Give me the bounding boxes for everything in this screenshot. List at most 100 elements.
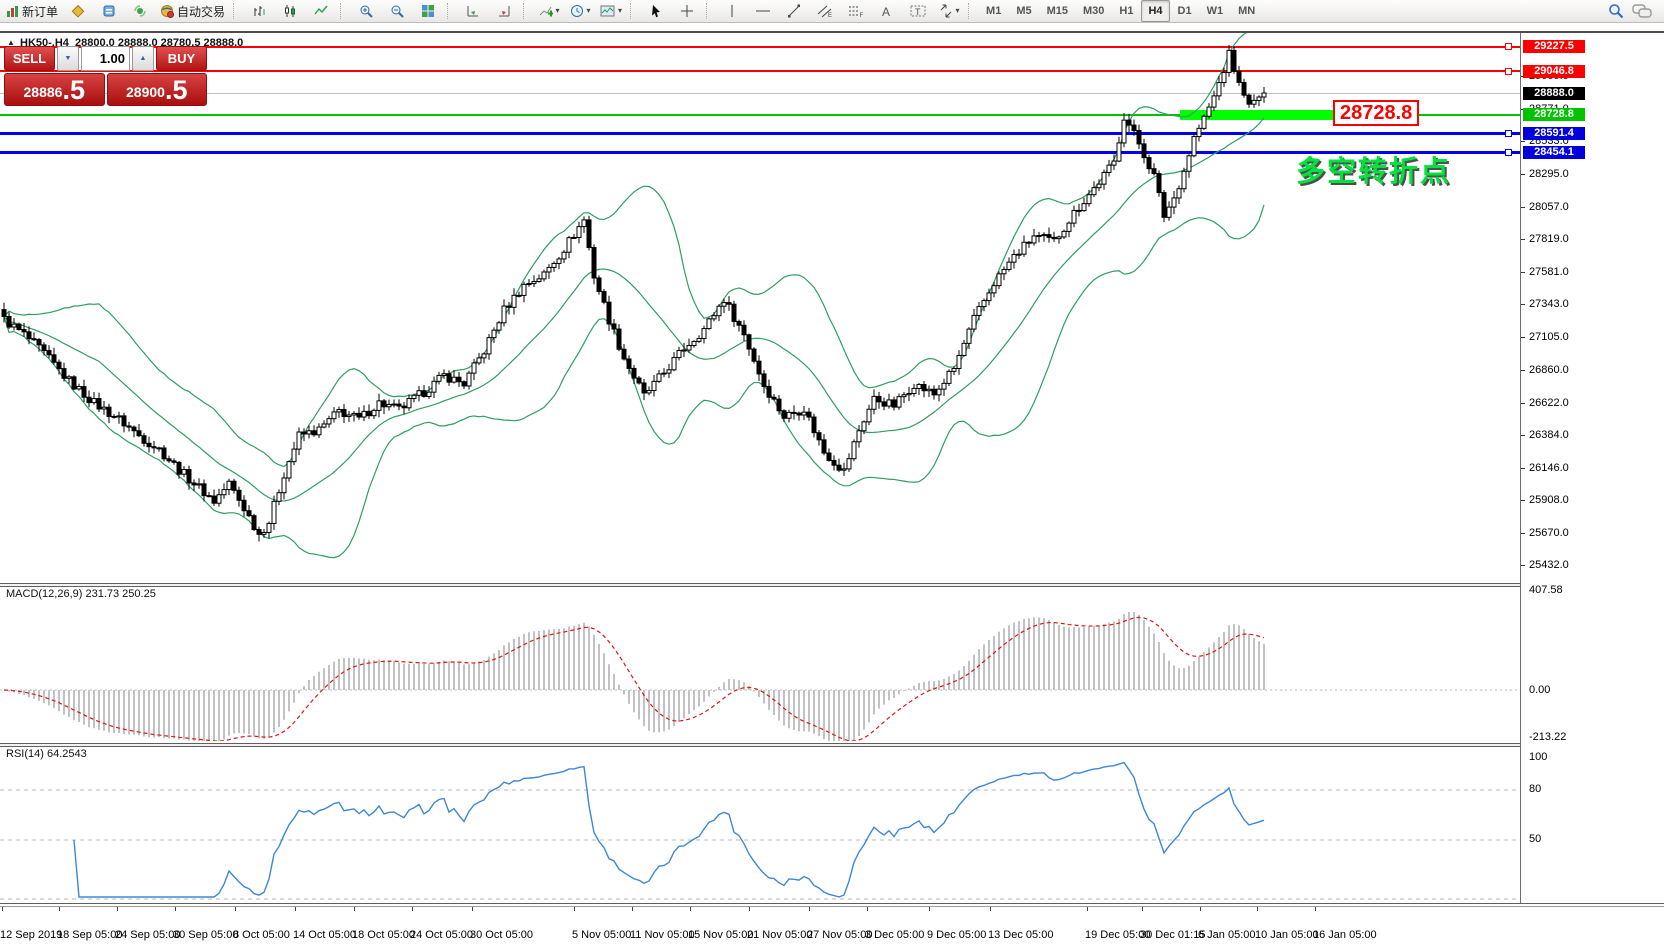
text-button[interactable]: A	[872, 0, 902, 22]
buy-price-panel[interactable]: 28900 .5	[106, 73, 207, 106]
time-axis: 12 Sep 2019 18 Sep 05:00 24 Sep 05:00 30 Se…	[0, 903, 1664, 944]
periods-button[interactable]: ▾	[565, 0, 595, 22]
zoom-out-button[interactable]	[382, 0, 412, 22]
level-endpoint-marker[interactable]	[1505, 148, 1512, 156]
level-endpoint-marker[interactable]	[1505, 67, 1512, 75]
level-line-28888	[0, 92, 1520, 94]
cursor-button[interactable]	[641, 0, 671, 22]
toolbar-separator	[630, 3, 637, 19]
chat-icon[interactable]	[1632, 3, 1652, 19]
sell-button[interactable]: SELL	[4, 46, 55, 71]
new-order-label: 新订单	[22, 4, 59, 19]
data-window-button[interactable]	[94, 0, 124, 22]
add-indicator-button[interactable]: ▾	[534, 0, 564, 22]
horizontal-line-button[interactable]	[748, 0, 778, 22]
rsi-scale-80: 80	[1529, 783, 1542, 795]
crosshair-button[interactable]	[672, 0, 702, 22]
date-label: 8 Oct 05:00	[233, 929, 290, 941]
tile-windows-icon	[422, 5, 435, 17]
timeframe-button-d1[interactable]: D1	[1177, 5, 1192, 17]
bar-chart-button[interactable]	[244, 0, 274, 22]
date-tick	[412, 907, 413, 911]
toolbar-separator	[523, 3, 530, 19]
price-tick: 28295.0	[1529, 168, 1569, 180]
timeframe-button-m5[interactable]: M5	[1016, 5, 1032, 17]
date-label: 30 Oct 05:00	[470, 929, 533, 941]
price-tag-28888.0: 28888.0	[1523, 86, 1585, 100]
svg-text:F: F	[860, 13, 864, 18]
cursor-icon	[652, 5, 661, 18]
timeframe-button-mn[interactable]: MN	[1238, 5, 1256, 17]
timeframe-button-h4[interactable]: H4	[1141, 0, 1170, 22]
level-endpoint-marker[interactable]	[1505, 43, 1512, 51]
dropdown-caret-icon: ▾	[586, 6, 591, 15]
date-tick	[354, 907, 355, 911]
price-tick-dash	[1521, 565, 1525, 567]
clock-icon	[570, 5, 583, 17]
date-tick	[117, 907, 118, 911]
fibonacci-icon: F	[849, 6, 864, 18]
level-line-28454.1	[0, 150, 1520, 154]
chart-shift-button[interactable]	[458, 0, 488, 22]
date-label: 30 Sep 05:00	[173, 929, 239, 941]
price-flag-annotation[interactable]: 28728.8	[1333, 100, 1420, 126]
buy-button[interactable]: BUY	[156, 46, 207, 71]
date-tick	[632, 907, 633, 911]
pane-splitter[interactable]	[0, 743, 1664, 747]
date-label: 9 Dec 05:00	[927, 929, 987, 941]
sell-price-panel[interactable]: 28886 .5	[4, 73, 105, 106]
timeframe-button-w1[interactable]: W1	[1206, 5, 1224, 17]
date-tick	[1142, 907, 1143, 911]
timeframe-toolbar: M1 M5 M15 M30 H1 H4 D1 W1 MN	[979, 0, 1262, 22]
auto-trading-button[interactable]: 自动交易	[156, 0, 229, 22]
arrows-button[interactable]: ▾	[934, 0, 964, 22]
svg-text:T: T	[915, 7, 921, 17]
date-label: 11 Nov 05:00	[630, 929, 695, 941]
date-tick	[175, 907, 176, 911]
trade-panel-collapse-arrow[interactable]: ▲	[7, 38, 15, 47]
signal-button[interactable]	[125, 0, 155, 22]
text-label-button[interactable]: T	[903, 0, 933, 22]
date-label: 10 Jan 05:00	[1255, 929, 1319, 941]
candle-chart-button[interactable]	[275, 0, 305, 22]
data-window-icon	[103, 5, 115, 17]
market-watch-button[interactable]	[63, 0, 93, 22]
trendline-button[interactable]	[779, 0, 809, 22]
templates-button[interactable]: ▾	[596, 0, 626, 22]
channel-button[interactable]: E	[810, 0, 840, 22]
date-tick	[574, 907, 575, 911]
bollinger-upper-band	[3, 33, 1248, 468]
date-tick	[1200, 907, 1201, 911]
volume-increase-button[interactable]: ▲	[132, 46, 154, 71]
tile-windows-button[interactable]	[413, 0, 443, 22]
fibonacci-button[interactable]: F	[841, 0, 871, 22]
line-chart-button[interactable]	[306, 0, 336, 22]
price-tag-28728.8: 28728.8	[1523, 108, 1585, 122]
arrow-objects-icon	[940, 4, 951, 18]
price-tag-28454.1: 28454.1	[1523, 145, 1585, 159]
price-tick: 25670.0	[1529, 526, 1569, 539]
timeframe-button-m15[interactable]: M15	[1046, 5, 1069, 17]
search-icon[interactable]	[1608, 3, 1624, 19]
pane-splitter[interactable]	[0, 583, 1664, 587]
price-tick: 26860.0	[1529, 364, 1569, 377]
auto-scroll-button[interactable]	[489, 0, 519, 22]
vertical-line-button[interactable]	[717, 0, 747, 22]
new-order-button[interactable]: 新订单	[2, 0, 62, 22]
toolbar-right-group	[1608, 3, 1662, 19]
price-tick-dash	[1521, 304, 1525, 306]
volume-decrease-button[interactable]: ▼	[57, 46, 79, 71]
timeframe-button-h1[interactable]: H1	[1119, 5, 1134, 17]
volume-input[interactable]	[82, 50, 129, 67]
date-tick	[472, 907, 473, 911]
trendline-icon	[788, 4, 801, 18]
date-tick	[690, 907, 691, 911]
candlestick-chart	[1, 33, 1267, 559]
level-endpoint-marker[interactable]	[1505, 130, 1512, 138]
price-tick: 26384.0	[1529, 429, 1569, 442]
price-tick-dash	[1521, 402, 1525, 404]
timeframe-button-m1[interactable]: M1	[986, 5, 1002, 17]
timeframe-button-m30[interactable]: M30	[1083, 5, 1105, 17]
time-axis-separator	[0, 906, 1664, 907]
zoom-in-button[interactable]	[351, 0, 381, 22]
